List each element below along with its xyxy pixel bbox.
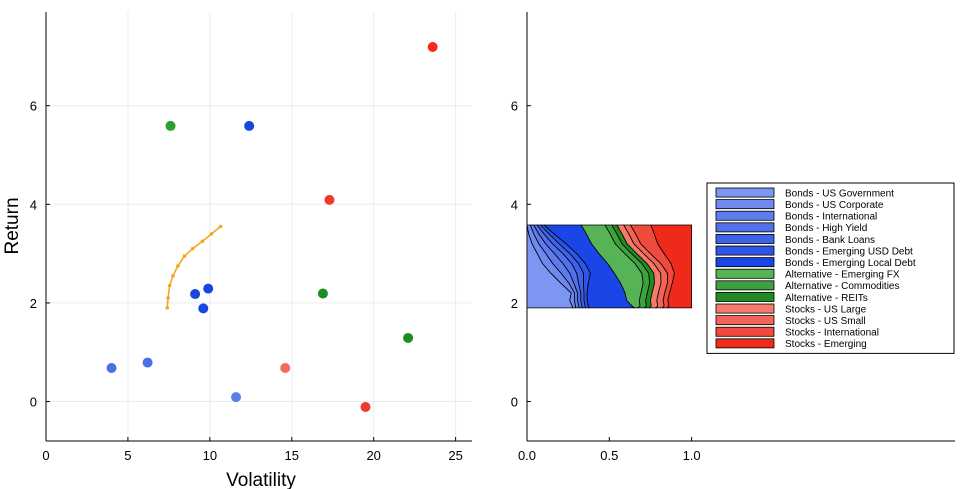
asset-point xyxy=(190,289,201,300)
x-tick-label: 15 xyxy=(285,448,299,463)
legend-swatch xyxy=(715,326,775,337)
risk-return-scatter-chart: 0 5 10 15 20 25 0 2 4 6 xyxy=(30,12,472,463)
legend-entry-label: Bonds - Bank Loans xyxy=(785,235,875,246)
legend-entry-label: Alternative - Commodities xyxy=(785,281,899,292)
y-tick-label: 6 xyxy=(30,99,37,114)
legend-swatch xyxy=(715,199,775,210)
legend-swatch xyxy=(715,280,775,291)
legend-entry-label: Bonds - US Corporate xyxy=(785,200,884,211)
x-tick-label: 0.0 xyxy=(518,448,536,463)
y-tick-label: 4 xyxy=(511,197,518,212)
efficient-frontier-line xyxy=(166,225,222,308)
asset-point xyxy=(165,120,176,131)
y-tick-label: 6 xyxy=(511,99,518,114)
asset-point xyxy=(403,332,414,343)
legend-entry-label: Alternative - Emerging FX xyxy=(785,270,900,281)
legend-swatch xyxy=(715,268,775,279)
frontier-point xyxy=(209,232,214,236)
legend-entry-label: Bonds - US Government xyxy=(785,188,894,199)
asset-point xyxy=(244,120,255,131)
legend-swatch xyxy=(715,233,775,244)
y-axis-label: Return xyxy=(2,197,23,254)
legend-entry-label: Stocks - Emerging xyxy=(785,339,867,350)
asset-point xyxy=(324,194,335,205)
legend-entry-label: Stocks - US Large xyxy=(785,304,867,315)
asset-point xyxy=(280,363,291,374)
legend-swatch xyxy=(715,187,775,198)
asset-point xyxy=(317,288,328,299)
x-axis-label: Volatility xyxy=(226,470,296,489)
legend-entry-label: Alternative - REITs xyxy=(785,293,868,304)
x-tick-label: 25 xyxy=(448,448,462,463)
x-tick-label: 5 xyxy=(124,448,131,463)
y-tick-label: 4 xyxy=(30,197,37,212)
x-tick-label: 10 xyxy=(203,448,217,463)
asset-point xyxy=(231,392,242,403)
x-tick-label: 1.0 xyxy=(683,448,701,463)
legend-swatch xyxy=(715,257,775,268)
y-tick-label: 0 xyxy=(30,395,37,410)
legend-entry-label: Bonds - Emerging USD Debt xyxy=(785,246,913,257)
asset-point xyxy=(427,42,438,53)
x-tick-label: 0.5 xyxy=(600,448,618,463)
allocation-band xyxy=(650,224,693,309)
legend-swatch xyxy=(715,291,775,302)
frontier-point xyxy=(166,296,170,300)
legend-swatch xyxy=(715,245,775,256)
legend-entry-label: Bonds - Emerging Local Debt xyxy=(785,258,916,269)
frontier-point xyxy=(167,283,172,288)
y-tick-label: 0 xyxy=(511,395,518,410)
asset-point xyxy=(360,401,371,412)
legend-swatch xyxy=(715,210,775,221)
x-tick-label: 0 xyxy=(42,448,49,463)
legend-swatch xyxy=(715,303,775,314)
frontier-point xyxy=(218,224,223,229)
legend-entry-label: Stocks - US Small xyxy=(785,316,866,327)
y-tick-label: 2 xyxy=(30,296,37,311)
legend-entry-label: Bonds - International xyxy=(785,212,877,223)
asset-point xyxy=(198,303,209,314)
x-tick-label: 20 xyxy=(366,448,380,463)
frontier-point xyxy=(165,306,170,310)
asset-point xyxy=(106,363,117,374)
legend-swatch xyxy=(715,338,775,349)
frontier-point xyxy=(171,274,175,278)
frontier-point xyxy=(176,264,180,268)
y-tick-label: 2 xyxy=(511,296,518,311)
frontier-point xyxy=(200,239,205,244)
legend-swatch xyxy=(715,315,775,326)
legend-entry-label: Stocks - International xyxy=(785,328,879,339)
asset-point xyxy=(203,283,214,294)
asset-point xyxy=(142,357,153,368)
frontier-point xyxy=(190,246,195,251)
frontier-point xyxy=(182,254,187,258)
legend-entry-label: Bonds - High Yield xyxy=(785,223,867,234)
legend-swatch xyxy=(715,222,775,233)
